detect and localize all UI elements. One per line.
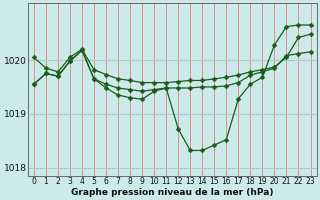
X-axis label: Graphe pression niveau de la mer (hPa): Graphe pression niveau de la mer (hPa) [71,188,274,197]
